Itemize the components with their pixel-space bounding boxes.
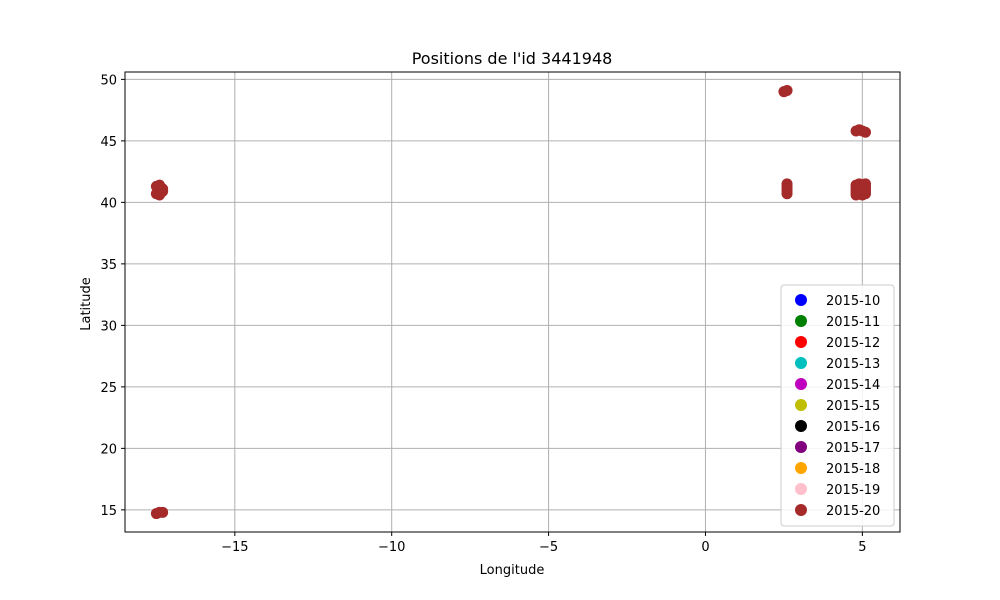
x-tick-label: −5 xyxy=(539,540,558,555)
y-tick-label: 20 xyxy=(100,442,117,457)
legend-marker xyxy=(795,420,807,432)
legend-label: 2015-10 xyxy=(826,294,880,309)
legend-label: 2015-20 xyxy=(826,504,880,519)
legend-marker xyxy=(795,315,807,327)
legend-label: 2015-11 xyxy=(826,315,880,330)
legend-label: 2015-15 xyxy=(826,399,880,414)
legend-marker xyxy=(795,357,807,369)
legend-marker xyxy=(795,462,807,474)
y-tick-label: 15 xyxy=(100,504,117,519)
data-point xyxy=(781,178,793,190)
data-point xyxy=(778,86,790,98)
x-tick-label: 5 xyxy=(858,540,866,555)
legend-marker xyxy=(795,441,807,453)
legend-label: 2015-17 xyxy=(826,441,880,456)
x-tick-label: 0 xyxy=(701,540,709,555)
y-axis-label: Latitude xyxy=(79,277,94,331)
data-points xyxy=(150,84,871,520)
y-tick-label: 30 xyxy=(100,319,117,334)
data-point xyxy=(853,124,865,136)
legend-marker xyxy=(795,399,807,411)
legend: 2015-10 2015-11 2015-12 2015-13 2015-14 2015-… xyxy=(780,284,895,527)
legend-marker xyxy=(795,504,807,516)
y-tick-label: 40 xyxy=(100,196,117,211)
legend-marker xyxy=(795,378,807,390)
x-tick-label: −10 xyxy=(378,540,405,555)
legend-label: 2015-12 xyxy=(826,336,880,351)
y-tick-label: 50 xyxy=(100,73,117,88)
y-tick-label: 25 xyxy=(100,381,117,396)
data-point xyxy=(853,178,865,190)
y-tick-label: 45 xyxy=(100,135,117,150)
x-axis-ticks: −15 −10 −5 0 5 xyxy=(221,532,866,555)
legend-label: 2015-19 xyxy=(826,483,880,498)
plot-frame xyxy=(124,71,901,533)
legend-box xyxy=(780,284,895,527)
legend-label: 2015-13 xyxy=(826,357,880,372)
x-tick-label: −15 xyxy=(221,540,248,555)
y-tick-label: 35 xyxy=(100,258,117,273)
data-point xyxy=(853,188,865,200)
x-axis-label: Longitude xyxy=(480,563,545,578)
legend-label: 2015-18 xyxy=(826,462,880,477)
legend-marker xyxy=(795,483,807,495)
legend-label: 2015-14 xyxy=(826,378,880,393)
data-point xyxy=(157,506,169,518)
data-point xyxy=(150,180,162,192)
legend-label: 2015-16 xyxy=(826,420,880,435)
y-axis-ticks: 15 20 25 30 35 40 45 50 xyxy=(100,73,125,519)
chart-title: Positions de l'id 3441948 xyxy=(412,49,613,68)
legend-marker xyxy=(795,294,807,306)
legend-marker xyxy=(795,336,807,348)
